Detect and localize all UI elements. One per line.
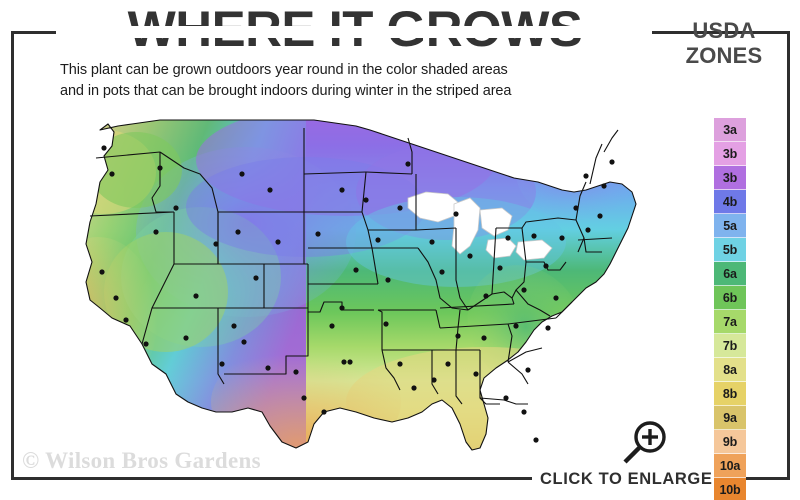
legend-swatch-4b: 4b	[714, 190, 746, 214]
city-dots	[99, 145, 615, 443]
legend-swatch-label: 6b	[722, 290, 738, 305]
legend-swatch-5a: 5a	[714, 214, 746, 238]
copyright-watermark: © Wilson Bros Gardens	[22, 448, 261, 473]
legend-swatch-label: 6a	[723, 266, 737, 281]
legend-swatch-7a: 7a	[714, 310, 746, 334]
legend-swatch-7b: 7b	[714, 334, 746, 358]
legend-swatch-label: 7b	[722, 338, 738, 353]
legend-swatch-3b: 3b	[714, 142, 746, 166]
legend-swatch-label: 3a	[723, 122, 737, 137]
legend-swatch-label: 10b	[719, 482, 741, 497]
subtitle-line-1: This plant can be grown outdoors year ro…	[60, 62, 508, 78]
legend-swatch-3a: 3a	[714, 118, 746, 142]
legend-swatch-label: 3b	[722, 170, 738, 185]
legend-swatch-8b: 8b	[714, 382, 746, 406]
legend-swatch-3b: 3b	[714, 166, 746, 190]
legend-swatch-9a: 9a	[714, 406, 746, 430]
legend-heading: USDA ZONES	[664, 18, 784, 68]
state-boundaries	[85, 119, 637, 451]
frame-gap-title	[56, 26, 652, 38]
legend-swatch-10b: 10b	[714, 478, 746, 500]
legend-swatch-label: 3b	[722, 146, 738, 161]
legend-swatch-9b: 9b	[714, 430, 746, 454]
legend-swatch-label: 5a	[723, 218, 737, 233]
legend-swatch-label: 9a	[723, 410, 737, 425]
usda-hardiness-map[interactable]	[56, 112, 656, 457]
legend-swatch-10a: 10a	[714, 454, 746, 478]
legend-heading-line-2: ZONES	[685, 43, 763, 68]
legend-heading-line-1: USDA	[692, 18, 756, 43]
magnifier-plus-icon[interactable]	[618, 418, 670, 468]
legend-swatch-label: 10a	[719, 458, 741, 473]
legend-swatch-label: 9b	[722, 434, 738, 449]
legend-swatch-6a: 6a	[714, 262, 746, 286]
legend-swatch-label: 8b	[722, 386, 738, 401]
usda-zone-legend: 3a 3b 3b 4b 5a 5b 6a 6b 7a 7b 8a 8b 9a 9b 10a 10b	[714, 118, 746, 500]
click-to-enlarge-label[interactable]: CLICK TO ENLARGE	[540, 470, 713, 488]
legend-swatch-label: 4b	[722, 194, 738, 209]
legend-swatch-label: 8a	[723, 362, 737, 377]
legend-swatch-label: 5b	[722, 242, 738, 257]
legend-swatch-label: 7a	[723, 314, 737, 329]
legend-swatch-8a: 8a	[714, 358, 746, 382]
subtitle: This plant can be grown outdoors year ro…	[60, 60, 630, 102]
legend-swatch-5b: 5b	[714, 238, 746, 262]
legend-swatch-6b: 6b	[714, 286, 746, 310]
frame-gap-footer	[532, 472, 730, 486]
subtitle-line-2: and in pots that can be brought indoors …	[60, 83, 512, 99]
